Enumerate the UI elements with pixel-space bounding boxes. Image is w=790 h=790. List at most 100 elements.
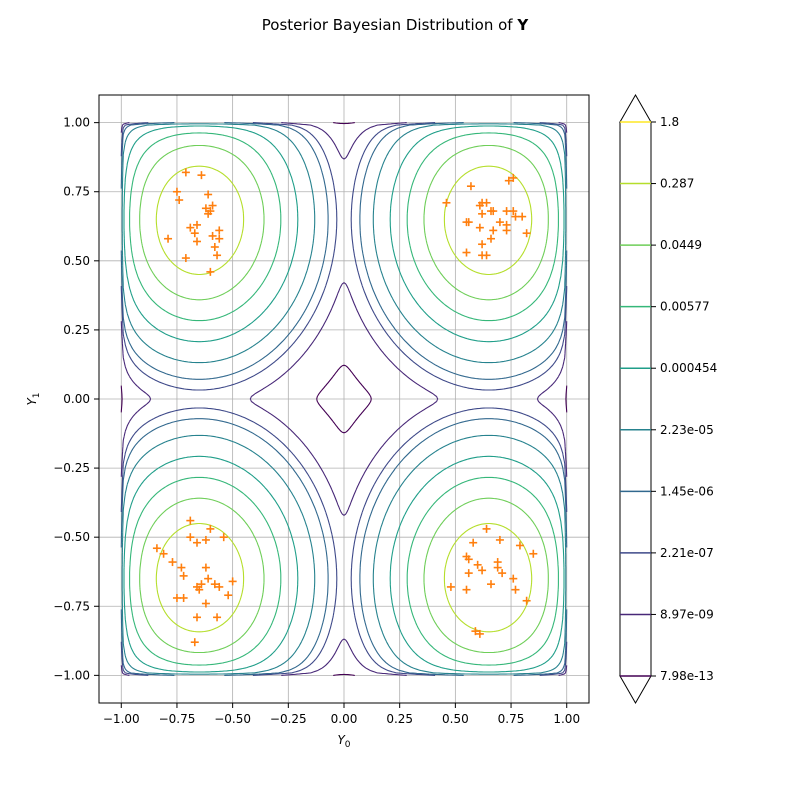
sample-marker (152, 544, 161, 553)
sample-points (152, 168, 538, 647)
sample-marker (509, 173, 518, 182)
x-tick-label: −0.75 (159, 712, 196, 726)
sample-marker (489, 226, 498, 235)
sample-marker (482, 198, 491, 207)
colorbar-tick-label: 0.000454 (660, 361, 717, 375)
sample-marker (201, 599, 210, 608)
contour-level-6 (120, 122, 568, 676)
sample-marker (179, 571, 188, 580)
sample-marker (206, 524, 215, 533)
colorbar-tick-label: 1.45e-06 (660, 484, 714, 498)
colorbar-tick-label: 1.8 (660, 115, 679, 129)
sample-marker (529, 549, 538, 558)
sample-marker (172, 593, 181, 602)
contour-lines (120, 122, 568, 676)
colorbar-tick-label: 0.0449 (660, 238, 702, 252)
sample-marker (186, 533, 195, 542)
colorbar-body (619, 121, 652, 677)
sample-marker (164, 234, 173, 243)
sample-marker (190, 638, 199, 647)
sample-marker (181, 254, 190, 263)
sample-marker (475, 223, 484, 232)
sample-marker (466, 182, 475, 191)
y-tick-label: −1.00 (53, 668, 90, 682)
colorbar-extend-bottom (619, 675, 652, 705)
y-tick-label: −0.25 (53, 461, 90, 475)
contour-level-2 (139, 144, 549, 654)
sample-marker (179, 593, 188, 602)
sample-marker (487, 580, 495, 589)
sample-marker (204, 190, 213, 199)
colorbar-tick-label: 2.21e-07 (660, 546, 714, 560)
plot-area: −1.00 −0.75 −0.50 −0.25 0.00 0.25 0.50 0.75 1.00… (53, 94, 590, 726)
sample-marker (502, 207, 511, 216)
contour-level-7 (120, 122, 568, 676)
sample-marker (186, 223, 195, 232)
sample-marker (204, 574, 213, 583)
colorbar: 1.8 0.287 0.0449 0.00577 0.000454 2.23e-05 1.4… (619, 93, 717, 705)
colorbar-tick-label: 2.23e-05 (660, 423, 714, 437)
sample-marker (511, 585, 520, 594)
sample-marker (190, 229, 199, 238)
colorbar-tick-label: 8.97e-09 (660, 607, 714, 621)
x-tick-label: 1.00 (553, 712, 580, 726)
sample-marker (509, 574, 518, 583)
y-tick-label: 1.00 (63, 116, 90, 130)
contour-level-3 (129, 132, 559, 666)
sample-marker (210, 580, 219, 589)
y-tick-label: −0.75 (53, 599, 90, 613)
sample-marker (498, 569, 507, 578)
colorbar-tick-label: 0.287 (660, 177, 694, 191)
sample-marker (181, 168, 190, 177)
sample-marker (168, 558, 177, 567)
contour-level-5 (121, 123, 567, 675)
y-tick-label: 0.75 (63, 185, 90, 199)
sample-marker (213, 251, 222, 260)
sample-marker (175, 196, 184, 205)
sample-marker (471, 627, 480, 636)
sample-marker (197, 171, 206, 180)
sample-marker (482, 251, 491, 260)
sample-marker (462, 248, 471, 257)
sample-marker (201, 204, 210, 213)
sample-marker (228, 577, 237, 586)
y-tick-label: 0.00 (63, 392, 90, 406)
colorbar-tick-label: 0.00577 (660, 300, 710, 314)
colorbar-tick-label: 7.98e-13 (660, 669, 714, 683)
sample-marker (464, 218, 473, 227)
sample-marker (495, 218, 504, 227)
sample-marker (478, 240, 487, 249)
y-tick-label: 0.50 (63, 254, 90, 268)
y-tick-label: 0.25 (63, 323, 90, 337)
sample-marker (464, 555, 473, 564)
x-tick-label: 0.50 (442, 712, 469, 726)
sample-marker (475, 629, 484, 638)
colorbar-extend-top (619, 93, 652, 123)
sample-marker (219, 533, 228, 542)
sample-marker (208, 201, 217, 210)
sample-marker (197, 580, 206, 589)
sample-marker (210, 243, 219, 251)
sample-marker (215, 234, 224, 243)
contour-level-4 (123, 125, 565, 673)
sample-marker (493, 563, 502, 572)
contour-level-1 (155, 165, 533, 633)
sample-marker (206, 207, 215, 216)
sample-marker (206, 267, 215, 276)
sample-marker (511, 212, 520, 221)
sample-marker (462, 585, 471, 594)
sample-marker (224, 591, 233, 600)
sample-marker (482, 524, 491, 533)
x-tick-label: 0.25 (386, 712, 413, 726)
x-tick-label: 0.00 (331, 712, 358, 726)
sample-marker (201, 563, 210, 572)
sample-marker (487, 234, 495, 243)
x-axis-label: Y0 (337, 733, 350, 750)
chart-title-text: Posterior Bayesian Distribution of (262, 16, 518, 34)
sample-marker (213, 613, 222, 622)
sample-marker (172, 187, 181, 196)
sample-marker (442, 198, 451, 207)
sample-marker (186, 516, 195, 525)
sample-marker (193, 613, 201, 622)
